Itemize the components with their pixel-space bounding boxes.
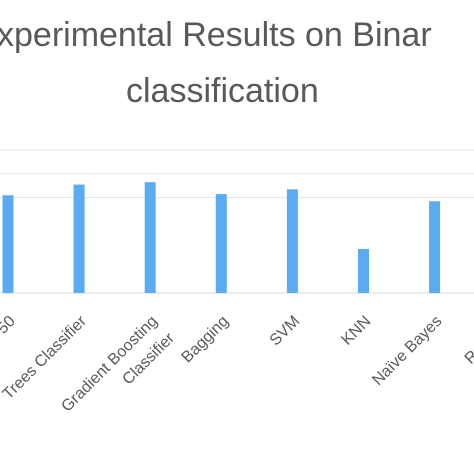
bar-5 <box>358 248 369 293</box>
bar-6 <box>429 201 441 293</box>
chart-title-line-1: xperimental Results on Binar <box>0 16 432 54</box>
category-label-7: Random <box>462 313 474 368</box>
category-label-0: 50 <box>0 313 19 338</box>
bar-0 <box>2 195 14 293</box>
bar-1 <box>73 184 85 293</box>
bar-3 <box>215 194 227 293</box>
category-label-5: KNN <box>338 313 374 349</box>
bars <box>2 182 441 293</box>
category-label-3: Bagging <box>179 313 233 367</box>
bar-4 <box>286 189 298 293</box>
gridlines <box>0 149 474 294</box>
category-label-6: Naïve Bayes <box>369 313 445 389</box>
chart-title-line-2: classification <box>126 72 319 110</box>
category-label-4: SVM <box>267 313 304 350</box>
bar-2 <box>144 182 156 293</box>
